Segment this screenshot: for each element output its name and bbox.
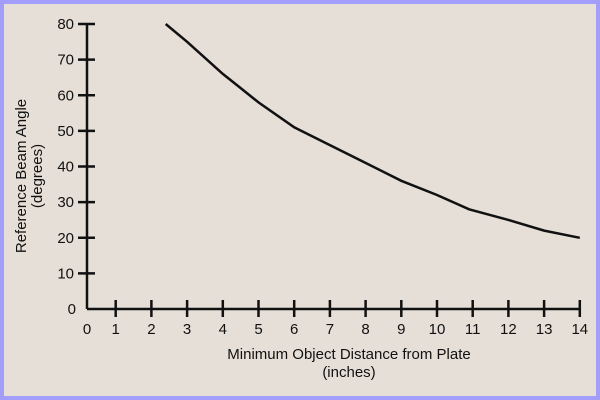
y-tick-label: 70 (57, 52, 74, 69)
x-tick-label: 11 (465, 321, 481, 338)
x-tick-label: 7 (326, 321, 334, 338)
chart-panel (4, 4, 596, 396)
x-tick-label: 6 (290, 321, 298, 338)
x-axis: 0 1 2 3 4 5 6 7 8 9 10 11 12 13 14 (83, 300, 588, 338)
x-tick-label: 0 (83, 321, 91, 338)
x-axis-title: Minimum Object Distance from Plate (227, 346, 470, 363)
y-axis: 0 10 20 30 40 50 60 70 80 (57, 16, 95, 318)
x-tick-label: 14 (571, 321, 588, 338)
x-tick-label: 8 (361, 321, 369, 338)
y-tick-label: 0 (68, 301, 76, 318)
y-axis-title: Reference Beam Angle (13, 99, 30, 253)
x-tick-label: 12 (500, 321, 517, 338)
x-tick-label: 3 (183, 321, 191, 338)
y-tick-label: 60 (57, 87, 74, 104)
x-tick-label: 9 (397, 321, 405, 338)
y-tick-label: 50 (57, 123, 74, 140)
y-tick-label: 10 (57, 265, 74, 282)
x-tick-label: 10 (429, 321, 446, 338)
y-tick-label: 20 (57, 230, 74, 247)
y-tick-label: 80 (57, 16, 74, 33)
x-tick-label: 5 (254, 321, 262, 338)
x-tick-label: 2 (147, 321, 155, 338)
x-tick-label: 4 (219, 321, 227, 338)
y-tick-label: 30 (57, 194, 74, 211)
x-axis-unit: (inches) (322, 364, 375, 381)
x-tick-label: 1 (112, 321, 120, 338)
y-tick-label: 40 (57, 159, 74, 176)
x-tick-label: 13 (536, 321, 553, 338)
data-line (164, 23, 581, 240)
y-axis-unit: (degrees) (29, 144, 46, 208)
